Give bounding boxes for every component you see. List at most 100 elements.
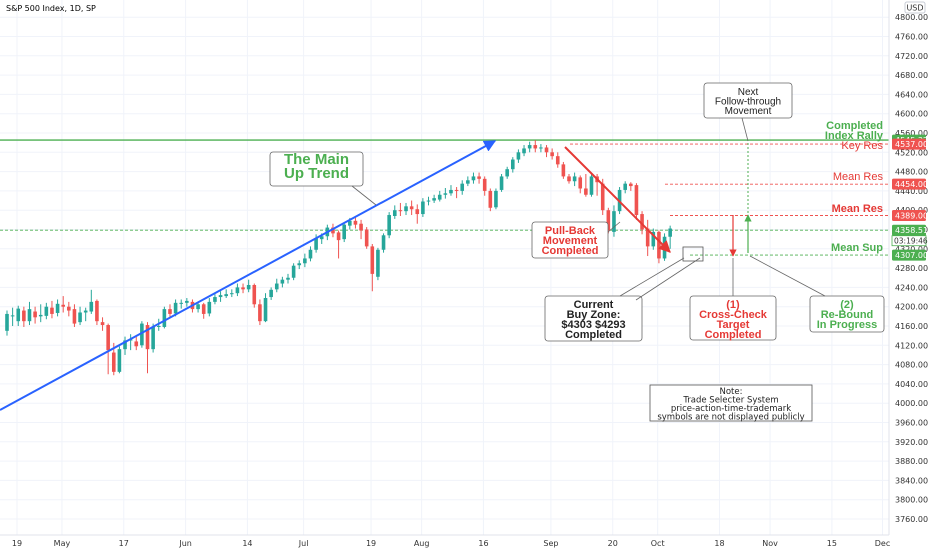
- candle[interactable]: [27, 301, 32, 326]
- candle[interactable]: [224, 289, 228, 299]
- candle[interactable]: [308, 246, 313, 262]
- candle[interactable]: [72, 304, 77, 327]
- candle[interactable]: [550, 148, 554, 160]
- candle[interactable]: [50, 300, 54, 319]
- candle[interactable]: [364, 227, 369, 249]
- candle[interactable]: [572, 172, 577, 187]
- candle[interactable]: [415, 204, 420, 224]
- candle[interactable]: [303, 253, 307, 268]
- candle[interactable]: [123, 336, 127, 355]
- candle[interactable]: [370, 243, 375, 292]
- candle[interactable]: [488, 188, 493, 212]
- candle[interactable]: [336, 230, 341, 259]
- time-axis[interactable]: 19 May 17 Jun 14 Jul 19 Aug 16 Sep 20 Oct 18 Nov 15 Dec: [12, 539, 890, 548]
- candle[interactable]: [55, 299, 60, 317]
- candle[interactable]: [61, 296, 65, 313]
- candle[interactable]: [117, 346, 122, 374]
- candle[interactable]: [353, 216, 358, 229]
- candle[interactable]: [387, 212, 391, 239]
- candle[interactable]: [460, 180, 465, 195]
- candle[interactable]: [477, 172, 481, 184]
- candle[interactable]: [539, 144, 543, 153]
- candle[interactable]: [246, 279, 251, 293]
- candle[interactable]: [359, 219, 363, 240]
- candle[interactable]: [95, 299, 99, 326]
- candle[interactable]: [612, 205, 616, 237]
- candle[interactable]: [533, 140, 538, 153]
- candle[interactable]: [280, 276, 285, 288]
- candle[interactable]: [44, 302, 49, 320]
- candle[interactable]: [274, 278, 279, 293]
- candle[interactable]: [100, 317, 105, 331]
- candle[interactable]: [471, 172, 476, 184]
- candle[interactable]: [505, 166, 509, 179]
- candle[interactable]: [466, 176, 470, 187]
- candle[interactable]: [376, 247, 380, 281]
- candle[interactable]: [516, 149, 521, 163]
- candle[interactable]: [252, 283, 257, 308]
- candle[interactable]: [168, 304, 172, 318]
- candle[interactable]: [89, 289, 94, 314]
- candle[interactable]: [10, 307, 15, 326]
- candle[interactable]: [235, 283, 240, 297]
- candle[interactable]: [78, 306, 82, 326]
- candle[interactable]: [38, 304, 43, 323]
- candle[interactable]: [499, 174, 504, 192]
- candle[interactable]: [404, 202, 408, 216]
- candle[interactable]: [651, 228, 656, 250]
- candle[interactable]: [207, 298, 212, 317]
- candle[interactable]: [241, 283, 245, 294]
- candle[interactable]: [134, 335, 139, 351]
- candle[interactable]: [443, 188, 448, 199]
- candle[interactable]: [5, 310, 9, 336]
- candle[interactable]: [258, 299, 262, 326]
- candle[interactable]: [544, 145, 549, 158]
- candle[interactable]: [16, 305, 21, 326]
- candle[interactable]: [522, 145, 526, 157]
- candle[interactable]: [398, 202, 403, 216]
- candle[interactable]: [511, 157, 515, 173]
- candle[interactable]: [269, 287, 273, 300]
- candle[interactable]: [584, 174, 588, 197]
- candle[interactable]: [83, 307, 88, 322]
- candle[interactable]: [454, 187, 459, 199]
- candle[interactable]: [185, 298, 189, 307]
- candle[interactable]: [623, 181, 627, 194]
- candle[interactable]: [196, 301, 200, 313]
- candle[interactable]: [213, 294, 217, 305]
- candle[interactable]: [392, 205, 397, 219]
- candle[interactable]: [432, 194, 436, 203]
- candle[interactable]: [482, 176, 487, 196]
- candle[interactable]: [218, 291, 223, 302]
- candle[interactable]: [331, 223, 335, 238]
- currency-badge[interactable]: USD: [904, 1, 926, 14]
- price-axis[interactable]: 3760.00 3800.00 3840.00 3880.00 3920.00 3960.…: [895, 13, 928, 524]
- candle[interactable]: [67, 301, 71, 317]
- candle[interactable]: [201, 302, 206, 319]
- candle[interactable]: [437, 190, 442, 202]
- candle[interactable]: [449, 185, 453, 196]
- candle[interactable]: [527, 141, 532, 153]
- candle[interactable]: [381, 233, 386, 253]
- candle[interactable]: [230, 289, 234, 298]
- candle[interactable]: [421, 198, 425, 217]
- candle[interactable]: [179, 299, 184, 309]
- candle[interactable]: [629, 182, 633, 191]
- candle[interactable]: [140, 321, 144, 348]
- candle[interactable]: [409, 200, 414, 216]
- candle[interactable]: [567, 174, 571, 184]
- candle[interactable]: [426, 196, 431, 206]
- candle[interactable]: [589, 172, 594, 197]
- candle[interactable]: [555, 152, 560, 168]
- candle[interactable]: [33, 306, 37, 324]
- candle[interactable]: [22, 306, 26, 327]
- candle[interactable]: [286, 273, 290, 284]
- candle[interactable]: [657, 230, 661, 264]
- candle[interactable]: [494, 188, 498, 210]
- candle[interactable]: [263, 293, 268, 323]
- candle[interactable]: [106, 323, 110, 375]
- candle[interactable]: [297, 260, 302, 270]
- candle[interactable]: [342, 222, 346, 243]
- candle[interactable]: [645, 219, 650, 257]
